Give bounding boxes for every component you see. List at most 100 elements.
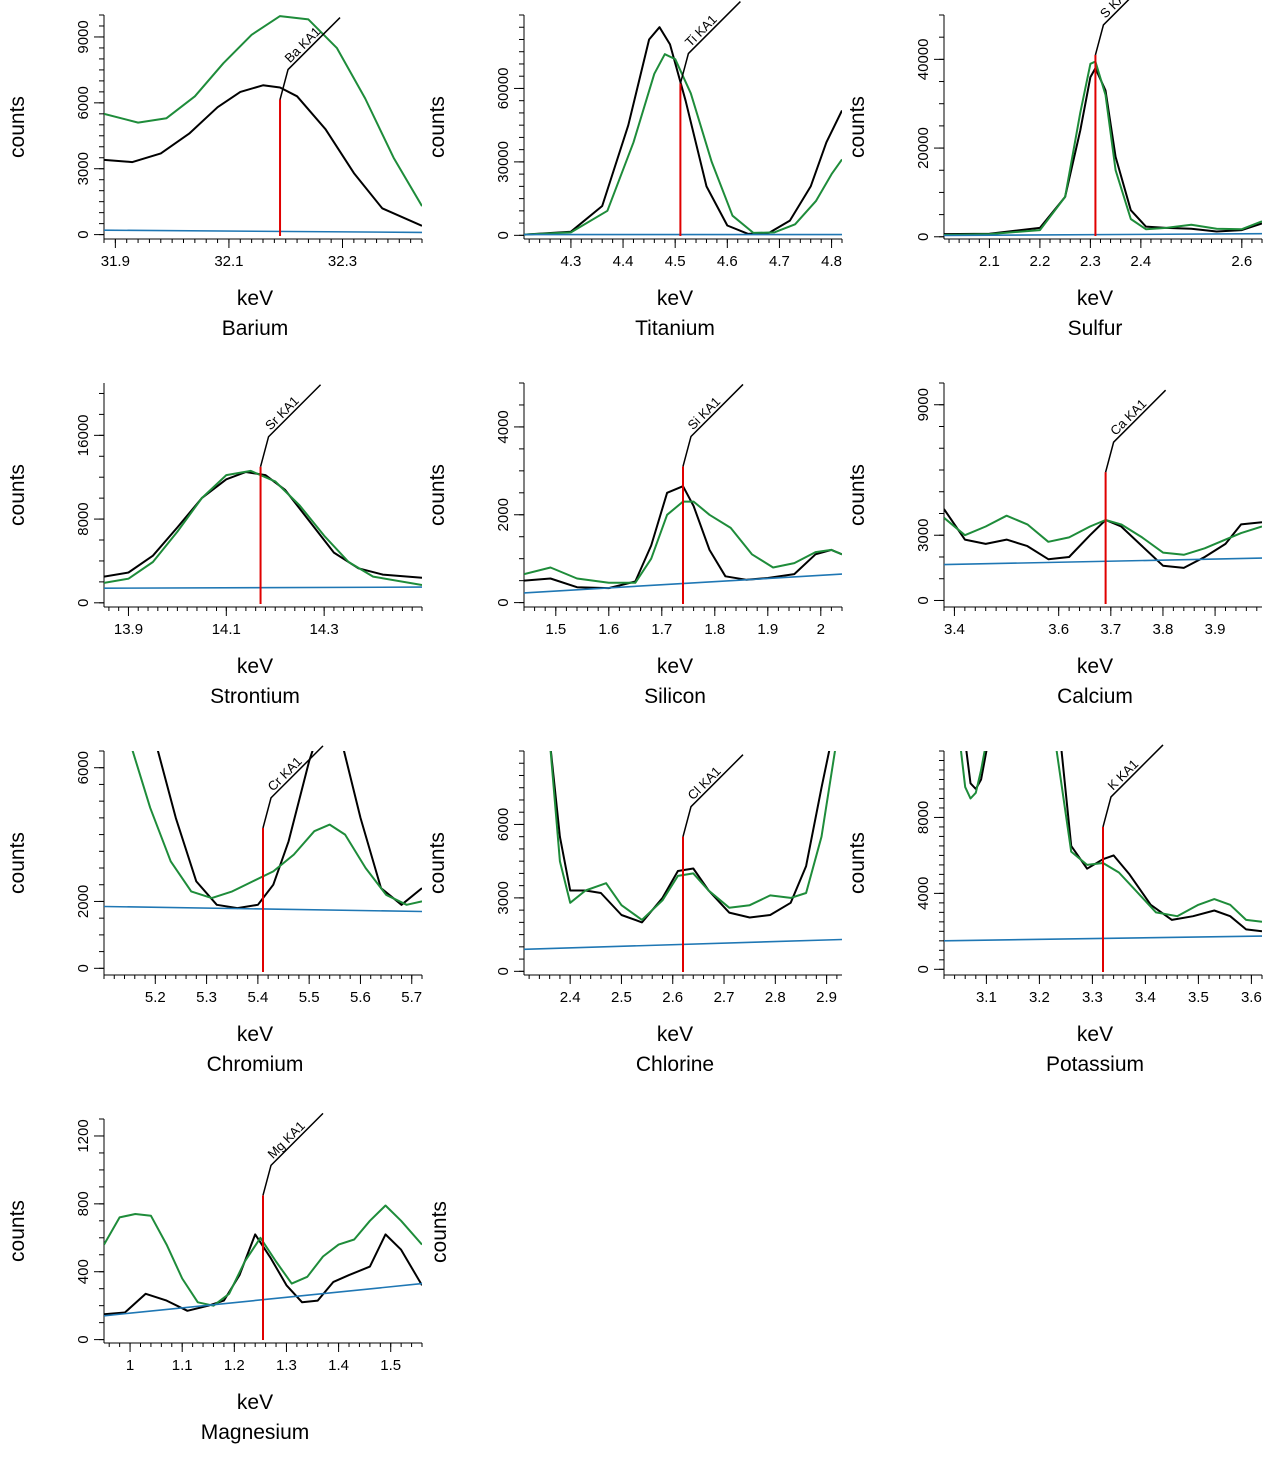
y-tick-label: 0	[75, 230, 92, 238]
marker-label: Ca KA1	[1107, 396, 1149, 438]
x-axis-label: keV	[657, 287, 693, 310]
x-axis-label: keV	[657, 1023, 693, 1046]
panel-potassium: 3.1 3.2 3.3 3.4 3.5 3.6 0 4000 8000 K KA1 counts ke…	[846, 744, 1263, 1076]
x-tick-label: 4.8	[821, 253, 842, 270]
y-tick-label: 6000	[75, 751, 92, 784]
y-axis-label: counts	[6, 1200, 29, 1262]
x-tick-label: 5.2	[145, 989, 166, 1006]
y-axis-label: counts	[6, 96, 29, 158]
series-fit	[524, 53, 842, 236]
x-tick-label: 2.2	[1029, 253, 1050, 270]
y-tick-label: 0	[495, 598, 512, 606]
marker-leader	[679, 1, 741, 84]
x-tick-label: 4.4	[613, 253, 634, 270]
panel-title: Strontium	[210, 685, 300, 708]
y-axis-label: counts	[426, 96, 449, 158]
x-tick-label: 2.6	[662, 989, 683, 1006]
x-tick-label: 2.9	[816, 989, 837, 1006]
x-tick-label: 1.5	[380, 1357, 401, 1374]
x-tick-label: 2.8	[765, 989, 786, 1006]
panel-title: Titanium	[635, 317, 715, 340]
y-tick-label: 0	[915, 233, 932, 241]
x-axis-label: keV	[1077, 1023, 1113, 1046]
series-fit	[944, 514, 1262, 556]
x-tick-label: 2	[817, 621, 825, 638]
y-axis-label: counts	[846, 96, 869, 158]
x-tick-label: 13.9	[114, 621, 143, 638]
x-tick-label: 14.1	[212, 621, 241, 638]
y-tick-label: 8000	[915, 801, 932, 834]
y-tick-label: 0	[495, 231, 512, 239]
x-tick-label: 2.6	[1231, 253, 1252, 270]
x-tick-label: 1.6	[598, 621, 619, 638]
x-tick-label: 3.8	[1153, 621, 1174, 638]
series-measured	[944, 67, 1262, 236]
panel-title: Barium	[222, 317, 289, 340]
marker-leader	[279, 17, 341, 100]
series-measured	[104, 84, 422, 227]
x-tick-label: 3.6	[1241, 989, 1262, 1006]
marker-leader	[1102, 744, 1164, 828]
marker-leader	[1094, 0, 1130, 56]
y-axis-label: counts	[846, 464, 869, 526]
y-tick-label: 30000	[495, 141, 512, 183]
x-tick-label: 2.4	[560, 989, 581, 1006]
y-tick-label: 0	[75, 1335, 92, 1343]
marker-label: Cl KA1	[685, 764, 724, 803]
x-tick-label: 1.3	[276, 1357, 297, 1374]
y-tick-label: 8000	[75, 502, 92, 535]
x-tick-label: 3.1	[976, 989, 997, 1006]
series-measured	[524, 26, 842, 236]
marker-leader	[262, 1112, 324, 1196]
series-fit	[959, 751, 986, 800]
panel-silicon: 1.5 1.6 1.7 1.8 1.9 2 0 2000 4000 Si KA1 counts keV…	[426, 382, 843, 708]
marker-label: Mg KA1	[265, 1118, 308, 1161]
series-fit	[131, 751, 422, 906]
x-tick-label: 5.4	[247, 989, 268, 1006]
x-tick-label: 32.3	[328, 253, 357, 270]
x-tick-label: 1.1	[172, 1357, 193, 1374]
y-tick-label: 20000	[915, 127, 932, 169]
x-axis-label: keV	[657, 655, 693, 678]
y-tick-label: 0	[915, 596, 932, 604]
y-tick-label: 0	[75, 599, 92, 607]
x-tick-label: 2.1	[979, 253, 1000, 270]
panel-title: Chromium	[207, 1053, 304, 1076]
x-axis-label: keV	[1077, 655, 1113, 678]
y-tick-label: 9000	[75, 20, 92, 53]
y-tick-label: 0	[915, 965, 932, 973]
panel-title: Magnesium	[201, 1421, 310, 1444]
x-tick-label: 3.3	[1082, 989, 1103, 1006]
y-axis-label: counts	[846, 832, 869, 894]
y-axis-label: counts	[426, 464, 449, 526]
x-tick-label: 3.9	[1205, 621, 1226, 638]
series-measured	[549, 751, 831, 924]
series-fit	[1055, 751, 1262, 923]
series-fit	[944, 60, 1262, 236]
x-tick-label: 1.7	[651, 621, 672, 638]
series-fit	[524, 500, 842, 584]
x-axis-label: keV	[237, 655, 273, 678]
x-axis-label: keV	[237, 1391, 273, 1414]
x-tick-label: 4.5	[665, 253, 686, 270]
series-measured	[104, 1233, 422, 1316]
panel-title: Calcium	[1057, 685, 1133, 708]
x-tick-label: 2.5	[611, 989, 632, 1006]
y-tick-label: 4000	[915, 877, 932, 910]
y-tick-label: 3000	[495, 881, 512, 914]
x-tick-label: 1.2	[224, 1357, 245, 1374]
marker-leader	[262, 745, 324, 829]
series-fit	[104, 469, 422, 586]
panel-titanium: 4.3 4.4 4.5 4.6 4.7 4.8 0 30000 60000 Ti KA1 count…	[426, 1, 843, 340]
x-tick-label: 4.6	[717, 253, 738, 270]
panel-title: Chlorine	[636, 1053, 714, 1076]
x-tick-label: 4.3	[560, 253, 581, 270]
panel-sulfur: 2.1 2.2 2.3 2.4 2.6 0 20000 40000 S KA1 counts keV…	[846, 0, 1263, 340]
y-tick-label: 40000	[915, 38, 932, 80]
y-tick-label: 1200	[75, 1119, 92, 1152]
x-axis-label: keV	[1077, 287, 1113, 310]
x-tick-label: 2.7	[714, 989, 735, 1006]
x-axis-label: keV	[237, 287, 273, 310]
panel-chromium: 5.2 5.3 5.4 5.5 5.6 5.7 0 2000 6000 Cr KA1 counts k…	[6, 745, 423, 1076]
